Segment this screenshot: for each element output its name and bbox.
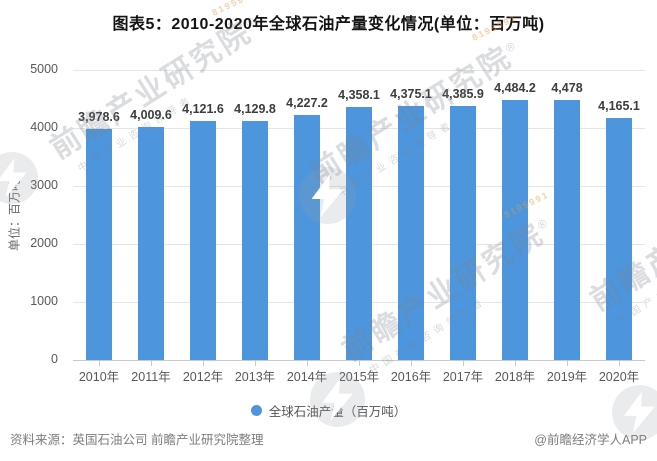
- bar-slot: 4,121.6: [177, 70, 229, 360]
- x-tick: [463, 361, 464, 366]
- bar-slot: 4,484.2: [489, 70, 541, 360]
- bar-slot: 3,978.6: [73, 70, 125, 360]
- plot-area: 3,978.6 4,009.6 4,121.6 4,129.8 4,227.2 4,358…: [73, 70, 645, 361]
- x-tick: [203, 361, 204, 366]
- legend: 全球石油产量（百万吨）: [0, 401, 657, 420]
- gridline: [73, 70, 645, 71]
- y-tick-label: 4000: [30, 120, 58, 134]
- x-tick-label: 2013年: [234, 370, 276, 384]
- y-tick-label: 1000: [30, 294, 58, 308]
- x-tick-label: 2014年: [286, 370, 328, 384]
- source-note: 资料来源：英国石油公司 前瞻产业研究院整理: [10, 433, 264, 447]
- x-tick-label: 2019年: [546, 370, 588, 384]
- x-tick: [619, 361, 620, 366]
- bar-value-label: 3,978.6: [78, 110, 120, 125]
- legend-marker-icon: [250, 405, 262, 416]
- bar-value-label: 4,227.2: [286, 95, 328, 110]
- x-tick-label: 2018年: [494, 370, 536, 384]
- y-tick-label: 5000: [30, 62, 58, 76]
- bar: 4,484.2: [494, 81, 536, 360]
- y-tick-label: 0: [51, 352, 58, 366]
- bar: 4,009.6: [130, 108, 172, 360]
- bar: 4,121.6: [182, 102, 224, 360]
- bar-value-label: 4,165.1: [598, 99, 640, 114]
- y-axis-labels: 0 1000 2000 3000 4000 5000: [0, 62, 64, 366]
- x-tick: [255, 361, 256, 366]
- x-tick: [359, 361, 360, 366]
- bar-slot: 4,165.1: [593, 70, 645, 360]
- bar-slot: 4,385.9: [437, 70, 489, 360]
- bar: 3,978.6: [78, 110, 120, 360]
- x-tick-label: 2010年: [78, 370, 120, 384]
- bar-value-label: 4,129.8: [234, 101, 276, 116]
- bar: 4,375.1: [390, 87, 432, 360]
- bar: 4,358.1: [338, 88, 380, 360]
- bar: 4,385.9: [442, 87, 484, 360]
- bar-slot: 4,009.6: [125, 70, 177, 360]
- legend-label: 全球石油产量（百万吨）: [268, 405, 407, 419]
- bar-value-label: 4,375.1: [390, 87, 432, 102]
- y-tick-label: 2000: [30, 236, 58, 250]
- y-tick-label: 3000: [30, 178, 58, 192]
- bar-value-label: 4,385.9: [442, 86, 484, 101]
- x-tick: [411, 361, 412, 366]
- x-tick: [151, 361, 152, 366]
- x-tick-label: 2011年: [131, 370, 171, 384]
- bar: 4,165.1: [598, 99, 640, 360]
- x-tick: [99, 361, 100, 366]
- x-tick-label: 2015年: [338, 370, 380, 384]
- x-tick: [567, 361, 568, 366]
- x-tick: [307, 361, 308, 366]
- bar-value-label: 4,358.1: [338, 88, 380, 103]
- bar-slot: 4,358.1: [333, 70, 385, 360]
- bar: 4,478: [551, 81, 583, 360]
- bar-value-label: 4,121.6: [182, 101, 224, 116]
- bar-slot: 4,478: [541, 70, 593, 360]
- x-axis-labels: 2010年 2011年 2012年 2013年 2014年 2015年 2016年 2017年…: [73, 366, 645, 385]
- x-ticks: [73, 361, 645, 367]
- bar: 4,227.2: [286, 96, 328, 360]
- bar-value-label: 4,478: [551, 81, 583, 96]
- x-tick: [515, 361, 516, 366]
- bar: 4,129.8: [234, 102, 276, 360]
- credit-note: @前瞻经济学人APP: [534, 433, 647, 447]
- x-tick-label: 2020年: [598, 370, 640, 384]
- bar-value-label: 4,009.6: [130, 108, 172, 123]
- bars: 3,978.6 4,009.6 4,121.6 4,129.8 4,227.2 4,358…: [73, 70, 645, 360]
- chart-title: 图表5：2010-2020年全球石油产量变化情况(单位：百万吨): [112, 16, 545, 33]
- bar-slot: 4,375.1: [385, 70, 437, 360]
- x-tick-label: 2017年: [442, 370, 484, 384]
- x-tick-label: 2012年: [182, 370, 224, 384]
- bar-slot: 4,227.2: [281, 70, 333, 360]
- x-tick-label: 2016年: [390, 370, 432, 384]
- bar-value-label: 4,484.2: [494, 80, 536, 95]
- bar-slot: 4,129.8: [229, 70, 281, 360]
